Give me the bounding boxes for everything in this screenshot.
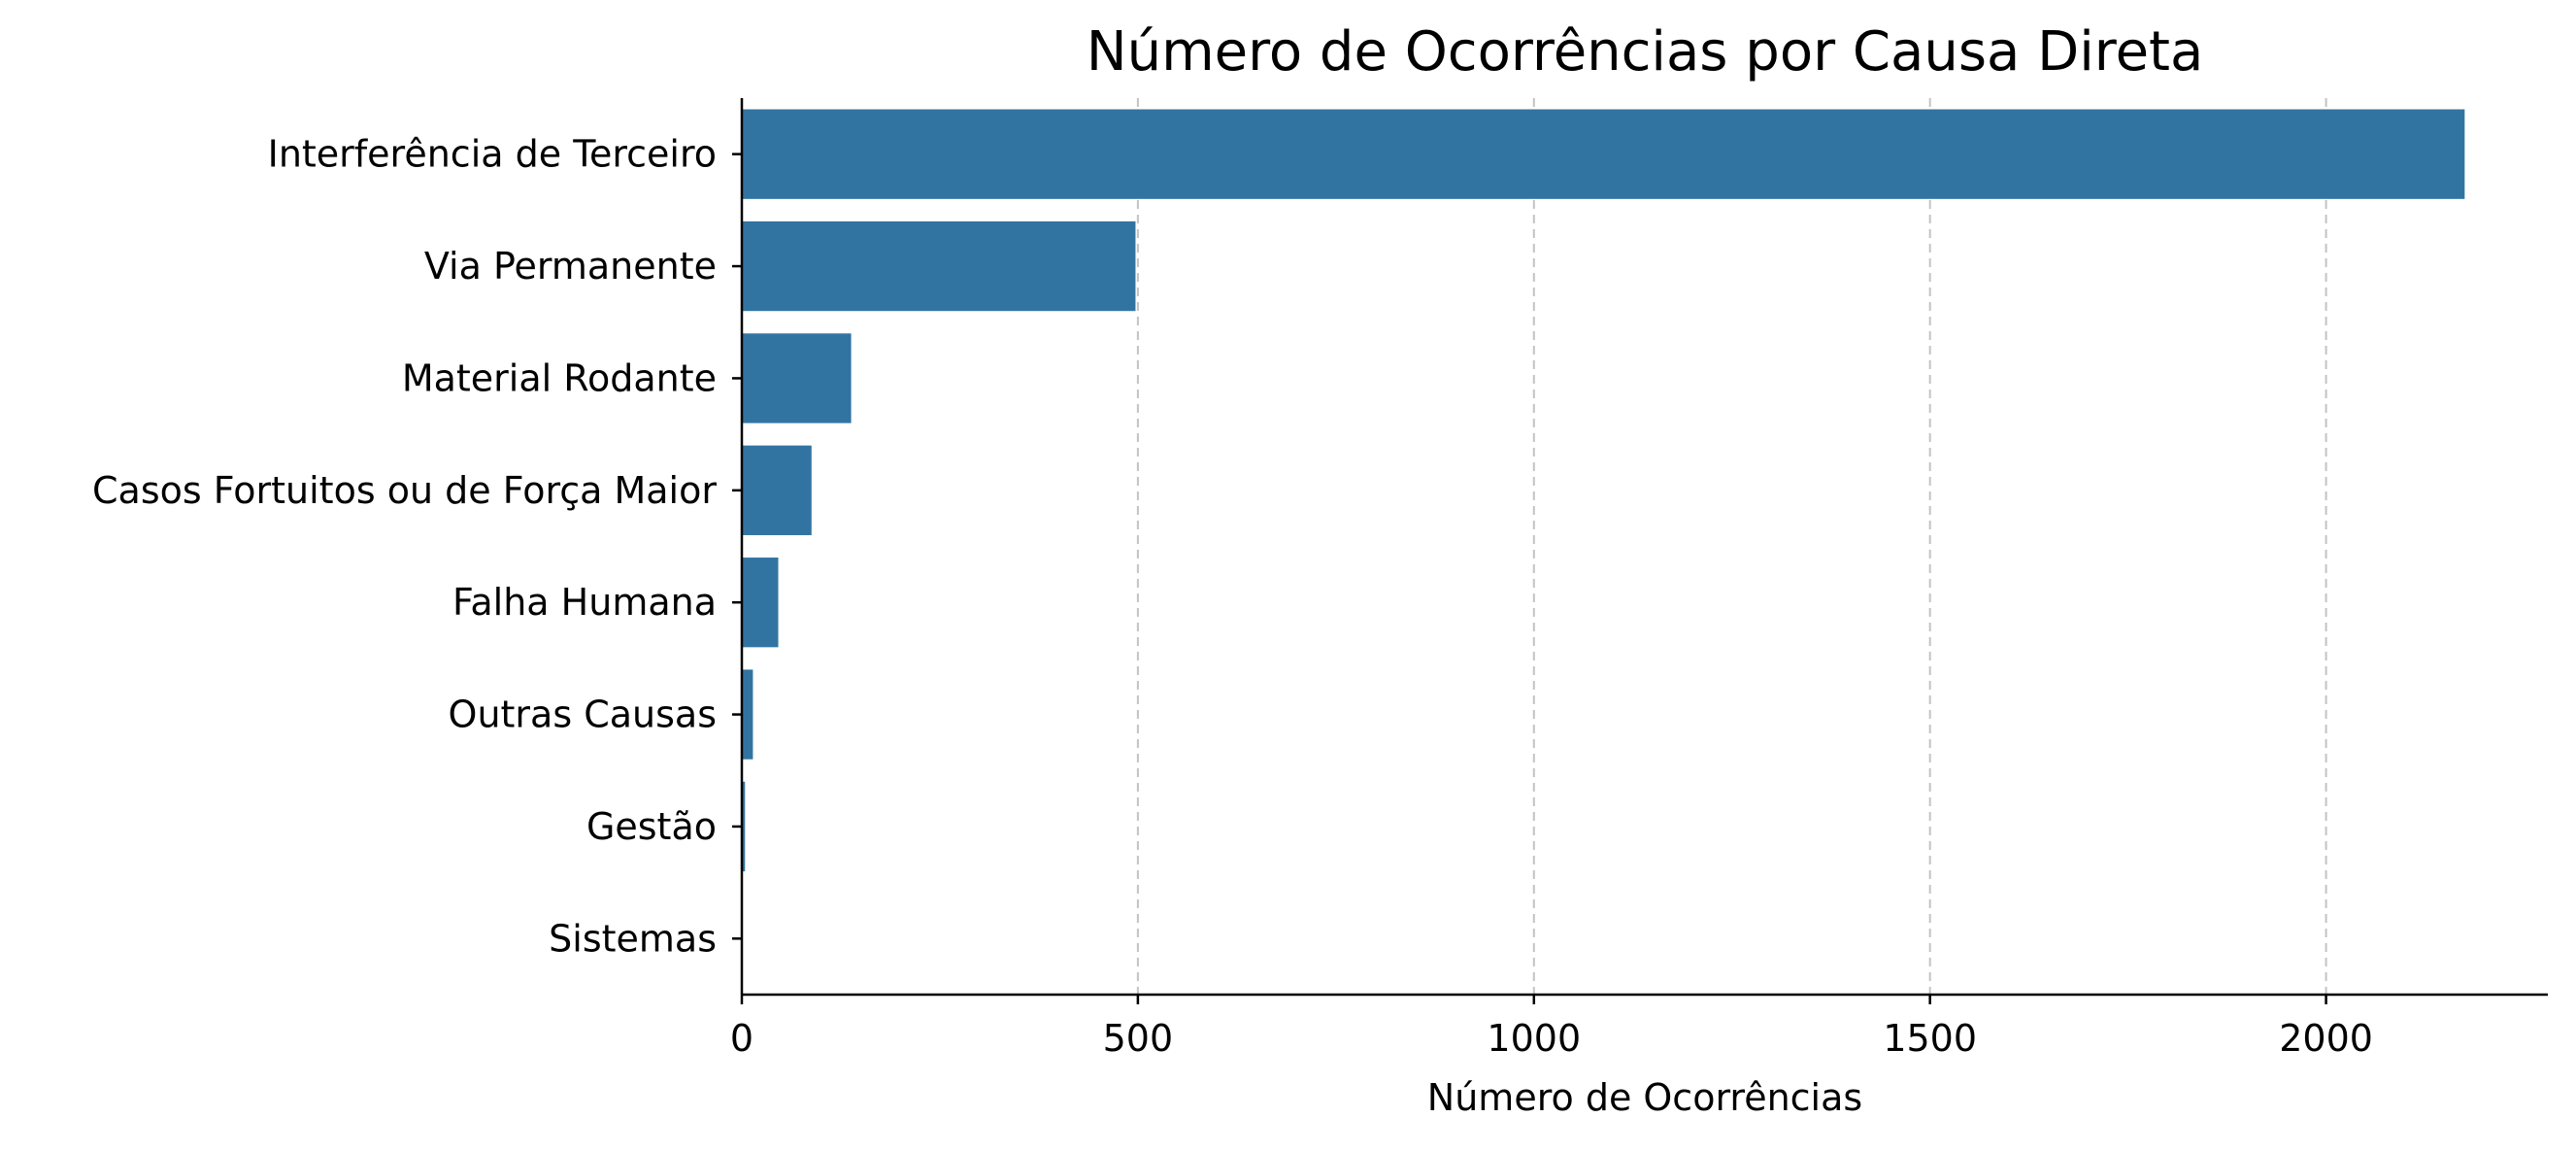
bar-4 [742,445,812,535]
y-tick-label-3: Material Rodante [402,356,717,399]
y-tick-label-6: Outras Causas [449,694,717,736]
y-tick-label-1: Interferência de Terceiro [268,133,717,176]
bar-3 [742,333,852,423]
y-tick-label-5: Falha Humana [452,581,717,624]
y-tick-label-7: Gestão [586,805,717,848]
bar-6 [742,669,753,760]
bar-2 [742,220,1136,312]
x-tick-label-0: 0 [730,1017,753,1060]
y-axis-ticks: Interferência de Terceiro Via Permanente M… [92,133,742,960]
chart-title: Número de Ocorrências por Causa Direta [1087,20,2204,84]
x-tick-label-2000: 2000 [2279,1017,2373,1060]
x-axis-ticks: 0 500 1000 1500 2000 [730,995,2373,1060]
y-tick-label-8: Sistemas [549,917,717,960]
bar-5 [742,558,779,648]
bar-1 [742,109,2465,199]
x-tick-label-1000: 1000 [1487,1017,1581,1060]
x-tick-label-1500: 1500 [1883,1017,1977,1060]
y-tick-label-4: Casos Fortuitos ou de Força Maior [92,469,717,512]
x-axis-label: Número de Ocorrências [1427,1076,1862,1119]
grid-lines [1136,98,2327,995]
bars [742,109,2465,984]
bar-7 [742,781,746,872]
y-tick-label-2: Via Permanente [424,245,717,288]
x-tick-label-500: 500 [1103,1017,1174,1060]
